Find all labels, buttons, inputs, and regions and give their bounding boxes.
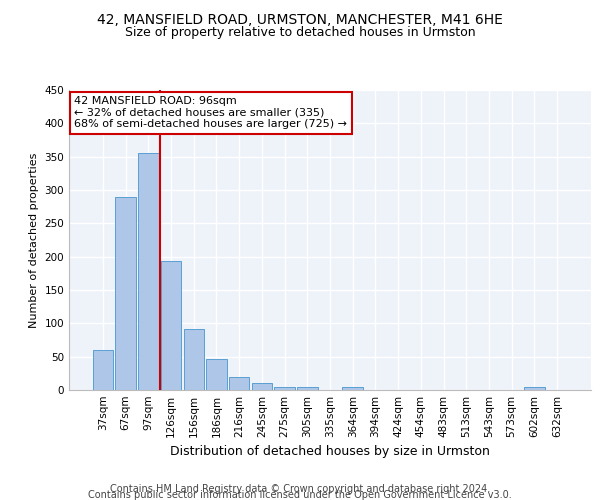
Text: Contains public sector information licensed under the Open Government Licence v3: Contains public sector information licen…	[88, 490, 512, 500]
Bar	[343, 386, 363, 390]
Bar	[138, 154, 158, 390]
Bar	[184, 328, 204, 390]
Bar	[274, 386, 295, 390]
Bar	[524, 386, 545, 390]
Text: Contains HM Land Registry data © Crown copyright and database right 2024.: Contains HM Land Registry data © Crown c…	[110, 484, 490, 494]
Text: 42, MANSFIELD ROAD, URMSTON, MANCHESTER, M41 6HE: 42, MANSFIELD ROAD, URMSTON, MANCHESTER,…	[97, 12, 503, 26]
Text: 42 MANSFIELD ROAD: 96sqm
← 32% of detached houses are smaller (335)
68% of semi-: 42 MANSFIELD ROAD: 96sqm ← 32% of detach…	[74, 96, 347, 129]
Bar	[251, 384, 272, 390]
Bar	[229, 376, 250, 390]
X-axis label: Distribution of detached houses by size in Urmston: Distribution of detached houses by size …	[170, 446, 490, 458]
Bar	[297, 386, 317, 390]
Bar	[115, 196, 136, 390]
Bar	[93, 350, 113, 390]
Text: Size of property relative to detached houses in Urmston: Size of property relative to detached ho…	[125, 26, 475, 39]
Bar	[161, 262, 181, 390]
Y-axis label: Number of detached properties: Number of detached properties	[29, 152, 39, 328]
Bar	[206, 358, 227, 390]
